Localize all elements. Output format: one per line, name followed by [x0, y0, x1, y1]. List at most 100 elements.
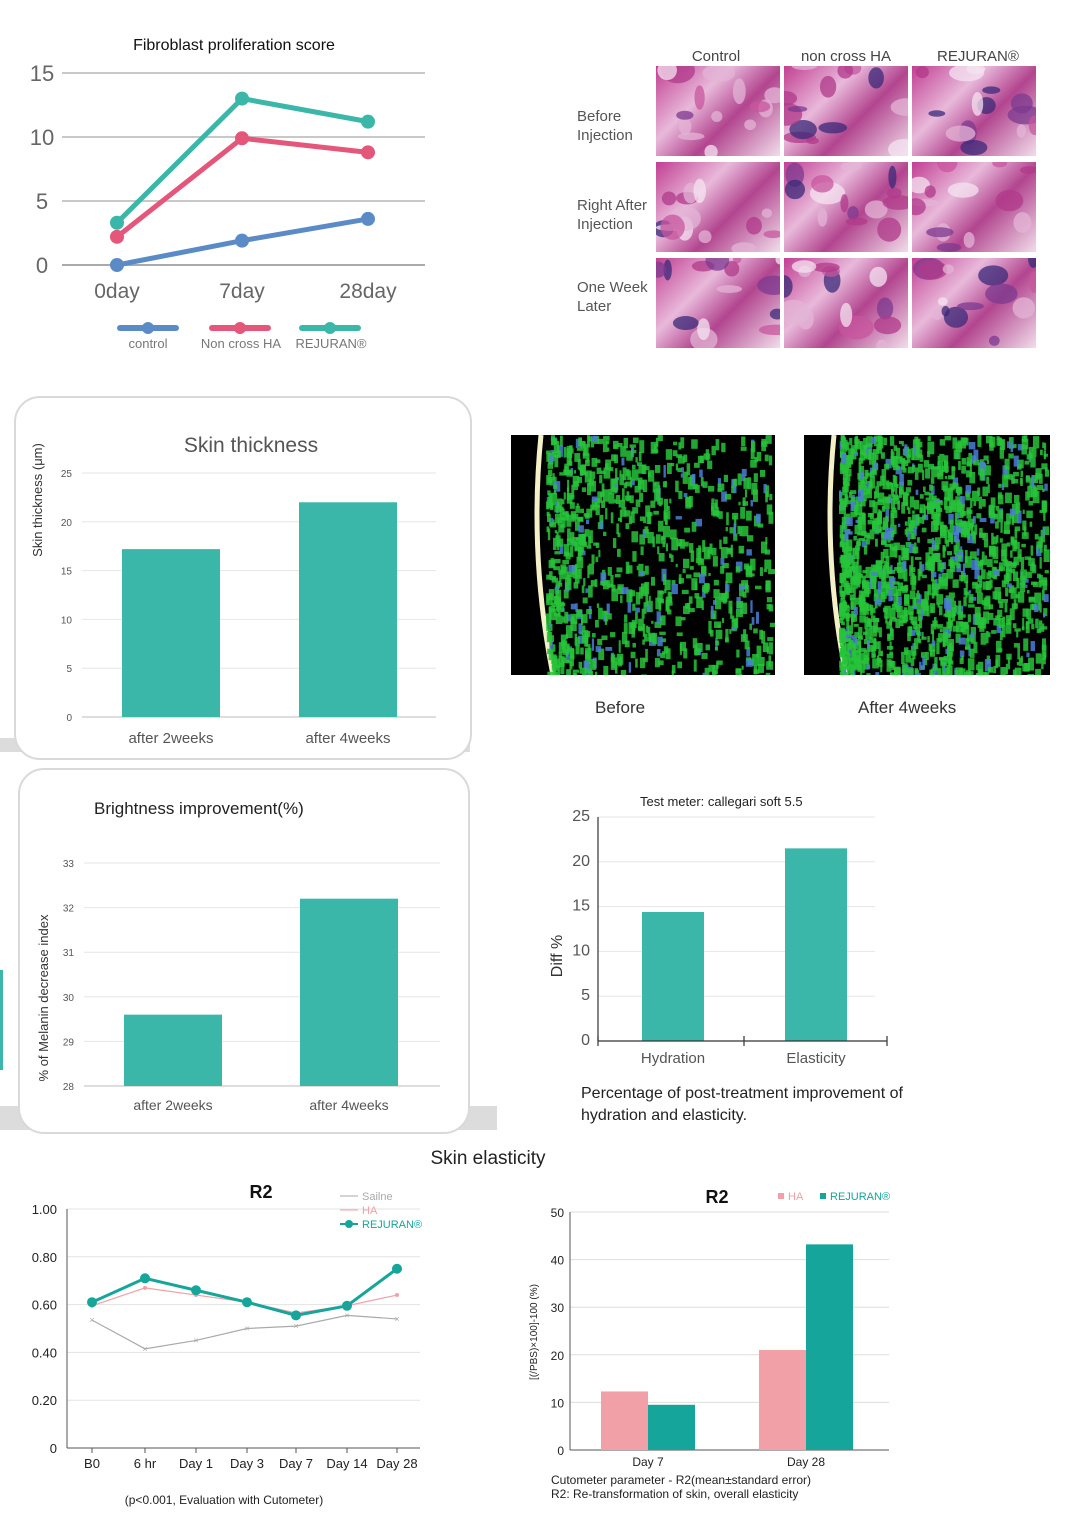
- echo-texture: [960, 437, 968, 444]
- echo-texture: [752, 489, 758, 502]
- echo-texture: [996, 624, 1002, 633]
- y-tick-label: 28: [63, 1082, 75, 1093]
- echo-texture: [547, 513, 551, 523]
- echo-texture: [678, 490, 683, 500]
- echo-texture: [1030, 456, 1036, 468]
- echo-texture: [714, 621, 721, 628]
- echo-texture: [625, 561, 630, 574]
- echo-texture: [1005, 587, 1009, 597]
- echo-texture: [912, 643, 916, 651]
- data-point: [361, 211, 375, 226]
- echo-texture: [887, 530, 895, 537]
- echo-texture: [768, 569, 775, 575]
- echo-texture: [720, 565, 725, 574]
- echo-texture: [696, 642, 703, 652]
- echo-texture: [845, 613, 850, 622]
- echo-texture: [630, 476, 633, 488]
- echo-texture: [989, 442, 994, 451]
- echo-texture: [747, 535, 754, 542]
- echo-texture: [610, 657, 618, 670]
- echo-texture: [603, 436, 610, 441]
- echo-texture: [766, 504, 773, 515]
- echo-texture: [717, 478, 721, 488]
- echo-texture: [696, 596, 703, 609]
- echo-texture: [843, 554, 847, 565]
- echo-texture: [919, 561, 922, 574]
- echo-texture: [922, 600, 929, 611]
- echo-texture: [591, 554, 595, 564]
- echo-texture: [866, 489, 872, 499]
- echo-texture: [993, 574, 998, 580]
- echo-texture: [566, 614, 571, 622]
- tissue-texture: [657, 66, 677, 81]
- echo-texture: [665, 599, 670, 610]
- echo-texture: [1028, 558, 1035, 566]
- echo-texture: [873, 617, 879, 630]
- echo-texture: [858, 489, 864, 502]
- echo-texture: [851, 614, 858, 622]
- data-point: [235, 91, 249, 106]
- echo-texture: [872, 658, 879, 669]
- echo-texture: [570, 603, 576, 610]
- echo-texture: [891, 482, 896, 492]
- echo-texture: [566, 643, 570, 654]
- echo-texture: [877, 492, 885, 506]
- y-tick-label: 15: [61, 567, 73, 578]
- echo-texture: [1044, 570, 1049, 574]
- x-tick-label: Elasticity: [786, 1050, 846, 1067]
- echo-texture: [586, 508, 593, 518]
- echo-texture: [614, 444, 617, 449]
- tissue-texture: [791, 260, 817, 273]
- echo-texture: [673, 441, 678, 446]
- echo-texture: [844, 666, 849, 670]
- echo-texture: [569, 502, 575, 509]
- echo-texture: [694, 644, 698, 656]
- tissue-texture: [864, 200, 888, 219]
- echo-texture: [735, 608, 743, 617]
- echo-texture: [860, 492, 867, 502]
- echo-texture: [583, 660, 589, 670]
- tissue-texture: [784, 299, 810, 325]
- echo-texture: [895, 618, 900, 629]
- echo-texture: [676, 454, 683, 458]
- echo-texture: [563, 513, 570, 521]
- echo-texture: [735, 668, 742, 675]
- echo-texture: [1043, 612, 1046, 618]
- echo-texture: [970, 529, 974, 536]
- echo-texture: [627, 470, 632, 481]
- echo-texture: [590, 580, 596, 587]
- echo-texture: [945, 598, 952, 611]
- echo-texture: [605, 508, 608, 520]
- x-tick-label: Hydration: [641, 1050, 705, 1067]
- echo-texture: [986, 572, 991, 580]
- echo-texture: [744, 640, 750, 650]
- echo-texture: [839, 665, 845, 671]
- tissue-texture: [818, 122, 848, 134]
- r2-bar-chart-panel: R2 0 10 20 30 40 50 Day 7 Day 28 [(/PBS)×100]-100…: [520, 1170, 1080, 1518]
- echo-texture: [1036, 484, 1044, 491]
- echo-texture: [578, 525, 584, 533]
- echo-texture: [931, 511, 937, 520]
- echo-texture: [655, 597, 662, 610]
- echo-texture: [581, 585, 585, 593]
- data-point: [143, 1285, 147, 1290]
- echo-texture: [735, 566, 741, 573]
- echo-texture: [845, 643, 850, 656]
- echo-texture: [929, 603, 936, 613]
- echo-texture: [710, 605, 714, 618]
- echo-texture: [1039, 449, 1043, 456]
- echo-texture: [729, 629, 732, 634]
- echo-texture: [1006, 441, 1011, 449]
- echo-texture: [848, 638, 852, 647]
- tissue-texture: [992, 162, 1008, 168]
- echo-texture: [1001, 625, 1006, 638]
- echo-texture: [1017, 549, 1022, 559]
- echo-texture: [875, 538, 878, 547]
- echo-texture: [695, 518, 702, 527]
- echo-texture: [859, 452, 866, 461]
- echo-texture: [1012, 623, 1017, 629]
- echo-texture: [691, 473, 696, 485]
- echo-texture: [689, 566, 694, 570]
- echo-texture: [947, 531, 950, 538]
- echo-texture: [737, 525, 741, 535]
